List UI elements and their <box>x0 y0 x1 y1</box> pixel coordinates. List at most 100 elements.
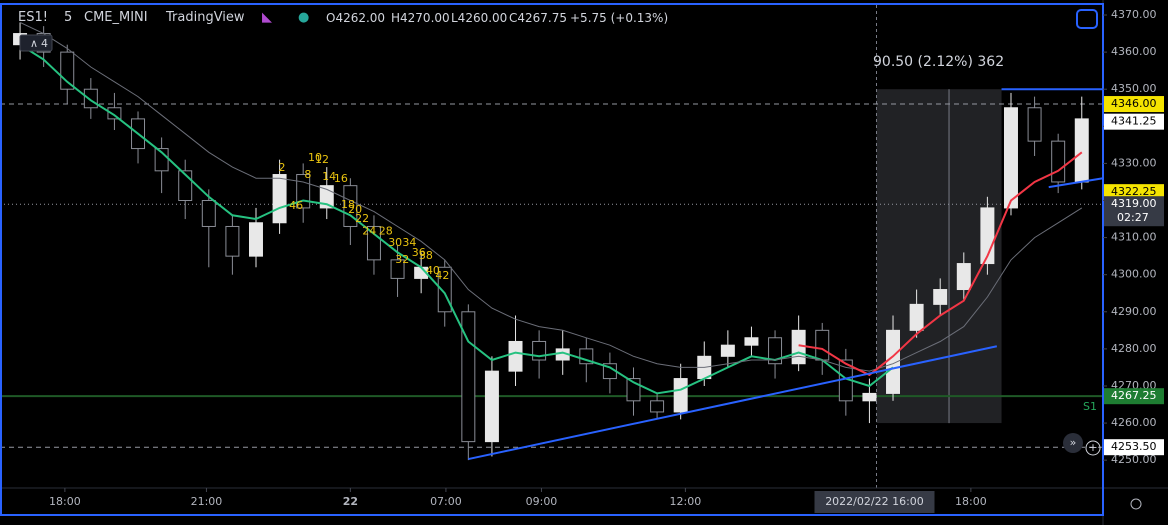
candle-body <box>744 337 759 346</box>
y-tick-label: 4360.00 <box>1111 45 1157 58</box>
add-icon[interactable]: + <box>1088 441 1097 454</box>
scroll-button[interactable] <box>1063 433 1083 453</box>
interval[interactable]: 5 <box>64 10 73 25</box>
candle-body <box>390 259 405 279</box>
price-tag <box>1104 196 1164 227</box>
x-tick-label: 22 <box>343 495 358 508</box>
candle-body <box>673 378 688 413</box>
moving-average <box>798 151 1083 377</box>
y-tick-label: 4290.00 <box>1111 305 1157 318</box>
candle-body <box>1003 107 1018 209</box>
y-tick-label: 4330.00 <box>1111 156 1157 169</box>
candle-body <box>1051 140 1066 183</box>
symbol[interactable]: ES1! <box>18 10 48 25</box>
sequence-label: 2 <box>278 161 285 174</box>
settings-button[interactable] <box>1076 9 1098 29</box>
sequence-label: 12 <box>315 153 329 166</box>
price-tag <box>1104 184 1164 201</box>
open: O4262.00 <box>326 11 386 25</box>
crosshair-x-box <box>814 491 935 513</box>
y-tick-label: 4370.00 <box>1111 8 1157 21</box>
candle-body <box>343 185 358 227</box>
candle-body <box>650 400 665 413</box>
price-tag-label: 4267.25 <box>1111 389 1157 402</box>
candle-body <box>60 51 75 90</box>
candle-body <box>1074 118 1089 183</box>
scroll-icon[interactable]: » <box>1070 436 1077 449</box>
flag-icon[interactable]: ◣ <box>262 10 272 25</box>
sequence-label: 14 <box>322 170 336 183</box>
y-tick-label: 4280.00 <box>1111 342 1157 355</box>
x-tick-label: 07:00 <box>430 495 462 508</box>
moving-average <box>19 43 894 395</box>
x-tick-label: 09:00 <box>526 495 558 508</box>
settings-gear[interactable] <box>1130 498 1142 510</box>
candle-body <box>107 107 122 120</box>
sequence-label: 46 <box>289 199 303 212</box>
y-tick-label: 4300.00 <box>1111 268 1157 281</box>
candle-body <box>83 88 98 109</box>
candle-body <box>933 289 948 305</box>
selection-frame <box>0 3 1104 516</box>
pivot-label: S1 <box>1083 400 1097 413</box>
candle-body <box>508 340 523 372</box>
price-tag-label: 4253.50 <box>1111 440 1157 453</box>
measure-label: 90.50 (2.12%) 362 <box>873 54 1004 70</box>
candle-body <box>225 225 240 257</box>
trendline <box>468 345 998 461</box>
x-tick-label: 21:00 <box>191 495 223 508</box>
x-tick-label: 18:00 <box>49 495 81 508</box>
sequence-label: 18 <box>341 198 355 211</box>
price-tag-label: 4322.25 <box>1111 185 1157 198</box>
sequence-label: 24 <box>362 224 376 237</box>
candle-body <box>909 303 924 331</box>
x-tick-label: 12:00 <box>670 495 702 508</box>
price-tag <box>1104 96 1164 113</box>
candle-body <box>956 263 971 291</box>
crosshair-x-label: 2022/02/22 16:00 <box>825 495 924 508</box>
source: TradingView <box>166 10 245 25</box>
high: H4270.00 <box>391 11 450 25</box>
status-dot: ● <box>298 10 310 25</box>
moving-average <box>19 21 1083 372</box>
sequence-label: 40 <box>426 264 440 277</box>
sequence-label: 22 <box>355 212 369 225</box>
sequence-label: 10 <box>308 151 322 164</box>
y-tick-label: 4350.00 <box>1111 82 1157 95</box>
candle-body <box>862 392 877 402</box>
candle-body <box>272 174 287 224</box>
price-tag-label: 4346.00 <box>1111 97 1157 110</box>
candle-body <box>484 370 499 443</box>
sequence-label: 28 <box>379 224 393 237</box>
sequence-label: 20 <box>348 203 362 216</box>
y-tick-label: 4260.00 <box>1111 416 1157 429</box>
candle-body <box>768 337 783 365</box>
exchange: CME_MINI <box>84 10 148 25</box>
candle-body <box>815 329 830 361</box>
price-tag <box>1104 439 1164 456</box>
countdown: 02:27 <box>1117 211 1149 224</box>
candle-body <box>791 329 806 365</box>
sequence-label: 16 <box>334 172 348 185</box>
candle-body <box>720 344 735 357</box>
candle-body <box>249 222 263 257</box>
price-tag-label: 4341.25 <box>1111 115 1157 128</box>
sequence-label: 32 <box>395 253 409 266</box>
x-tick-label: 18:00 <box>955 495 987 508</box>
price-tag-label: 4319.00 <box>1111 197 1157 210</box>
y-tick-label: 4310.00 <box>1111 231 1157 244</box>
indicator-chevron: ∧ <box>30 37 38 50</box>
price-tag <box>1104 388 1164 405</box>
indicator-count: 4 <box>41 37 48 50</box>
y-tick-label: 4250.00 <box>1111 453 1157 466</box>
candle-body <box>201 200 216 227</box>
low: L4260.00 <box>451 11 508 25</box>
trendline <box>1048 177 1104 189</box>
indicator-toggle[interactable] <box>19 34 53 52</box>
add-button[interactable] <box>1085 440 1101 456</box>
sequence-label: 42 <box>435 269 449 282</box>
candle-body <box>1027 107 1042 142</box>
